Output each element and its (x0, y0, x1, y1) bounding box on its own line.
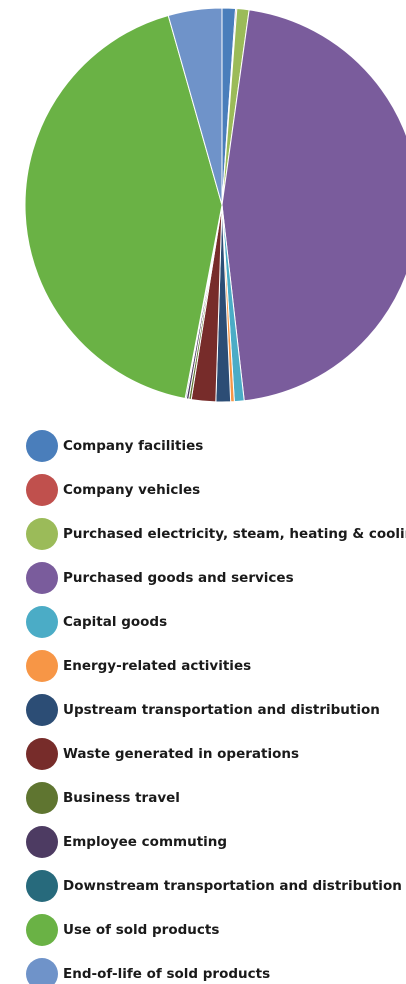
legend-marker (26, 958, 58, 984)
legend-marker (26, 474, 58, 506)
legend-label: End-of-life of sold products (63, 966, 270, 982)
legend-label: Purchased goods and services (63, 570, 294, 586)
legend-label: Use of sold products (63, 922, 219, 938)
legend-marker (26, 826, 58, 858)
legend-marker (26, 430, 58, 462)
legend-marker (26, 562, 58, 594)
legend-marker (26, 870, 58, 902)
legend-label: Business travel (63, 790, 180, 806)
legend-marker (26, 606, 58, 638)
legend-label: Energy-related activities (63, 658, 251, 674)
legend-marker (26, 738, 58, 770)
legend-marker (26, 518, 58, 550)
legend-marker (26, 694, 58, 726)
pie-slice (167, 7, 223, 206)
legend-label: Waste generated in operations (63, 746, 299, 762)
legend-label: Employee commuting (63, 834, 227, 850)
legend-marker (26, 650, 58, 682)
legend-label: Downstream transportation and distributi… (63, 878, 402, 894)
legend-label: Upstream transportation and distribution (63, 702, 380, 718)
legend-label: Purchased electricity, steam, heating & … (63, 526, 406, 542)
legend-label: Company vehicles (63, 482, 200, 498)
pie-slice (221, 9, 406, 402)
legend-marker (26, 782, 58, 814)
legend-marker (26, 914, 58, 946)
pie-slice (24, 14, 223, 400)
legend-label: Company facilities (63, 438, 203, 454)
legend-label: Capital goods (63, 614, 167, 630)
